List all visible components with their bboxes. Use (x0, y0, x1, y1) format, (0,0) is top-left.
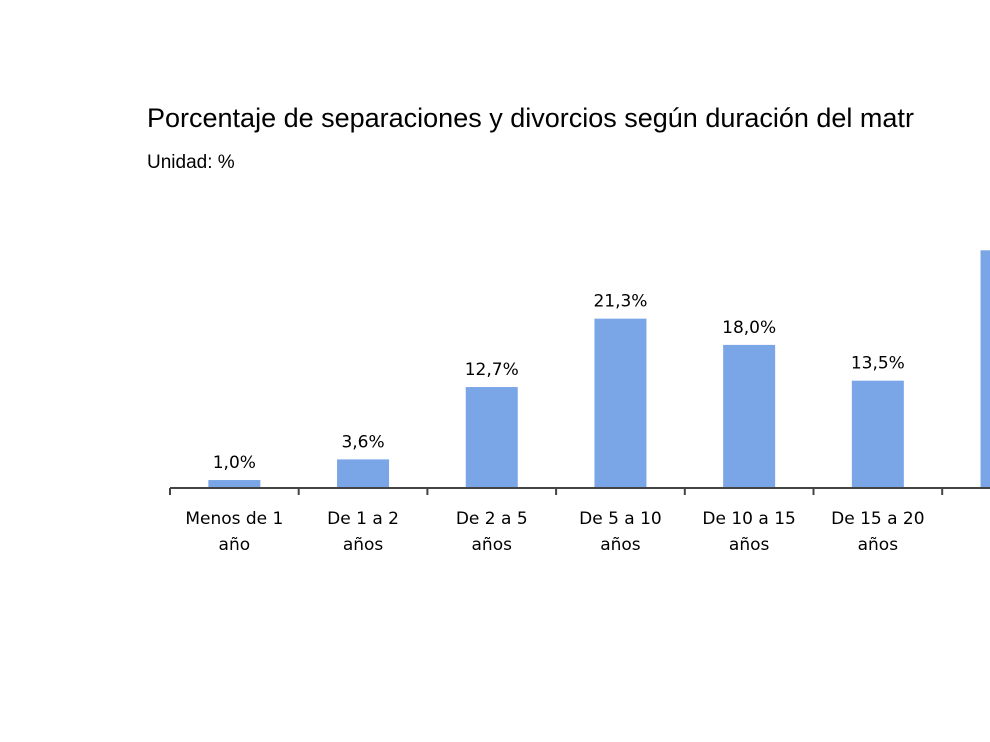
x-tick-label-line: años (471, 535, 512, 555)
x-tick-label: De 5 a 10 años (556, 506, 684, 558)
bar (851, 380, 904, 488)
x-tick-label-line: años (728, 535, 770, 555)
data-label: 21,3% (593, 292, 647, 312)
chart-subtitle: Unidad: % (147, 152, 235, 173)
x-tick-label: Menos de 1 año (170, 506, 298, 558)
data-label: 1,0% (213, 453, 256, 473)
x-tick-label-line: De 2 a 5 (455, 509, 528, 529)
x-tick-label-line: De 15 a 20 (831, 509, 925, 529)
x-tick-label: De 1 a 2 años (299, 506, 427, 558)
x-tick-label-line: Menos de 1 (185, 509, 284, 529)
bar (337, 459, 390, 488)
x-tick-label-line: años (342, 535, 384, 555)
data-label: 18,0% (722, 318, 776, 338)
x-tick-label-line: años (600, 535, 641, 555)
x-tick-label: De 2 a 5 años (428, 506, 556, 558)
x-tick-label-line: De 5 a 10 (579, 509, 662, 529)
bar (208, 480, 261, 488)
x-tick-label-line: años (857, 535, 899, 555)
x-tick-label-line: De 1 a 2 (327, 509, 399, 529)
data-label: 12,7% (465, 360, 519, 380)
chart-title: Porcentaje de separaciones y divorcios s… (147, 103, 914, 133)
bar (723, 344, 776, 488)
data-label: 3,6% (341, 432, 384, 452)
x-tick-label: De 10 a 15 años (685, 506, 813, 558)
bar (465, 387, 518, 488)
bar (594, 318, 647, 488)
x-tick-label-line: De 10 a 15 (702, 509, 796, 529)
data-label: 13,5% (851, 354, 905, 374)
x-tick-label: De 15 a 20 años (814, 506, 942, 558)
x-tick-label-line: De (943, 506, 990, 532)
x-tick-label-line: año (218, 535, 251, 555)
x-tick-label-line: má (943, 532, 990, 558)
x-tick-label: Demá (943, 506, 990, 558)
bar (980, 250, 990, 488)
